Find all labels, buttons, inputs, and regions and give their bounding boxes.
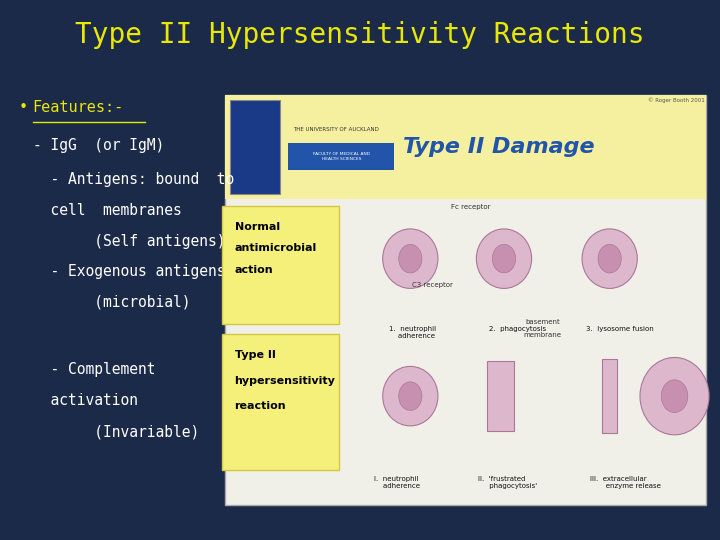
Text: - Exogenous antigens: - Exogenous antigens [32,264,225,279]
Ellipse shape [399,382,422,410]
Text: Type II Damage: Type II Damage [403,137,595,157]
Text: 1.  neutrophil
    adherence: 1. neutrophil adherence [389,326,436,339]
Ellipse shape [383,366,438,426]
Text: (Self antigens): (Self antigens) [32,234,225,249]
Text: © Roger Booth 2001: © Roger Booth 2001 [647,97,704,103]
Text: •: • [19,100,27,116]
FancyBboxPatch shape [222,334,339,470]
Text: basement: basement [525,319,559,325]
Ellipse shape [492,245,516,273]
Text: Normal: Normal [235,221,280,232]
Text: hypersensitivity: hypersensitivity [235,375,336,386]
Text: antimicrobial: antimicrobial [235,243,317,253]
Text: cell  membranes: cell membranes [32,203,181,218]
Text: THE UNIVERSITY OF AUCKLAND: THE UNIVERSITY OF AUCKLAND [292,126,379,132]
FancyBboxPatch shape [225,94,706,505]
Text: 3.  lysosome fusion: 3. lysosome fusion [585,326,654,333]
FancyBboxPatch shape [603,359,617,433]
Text: - IgG  (or IgM): - IgG (or IgM) [32,138,164,153]
Text: activation: activation [32,393,138,408]
FancyBboxPatch shape [222,206,339,323]
Text: I.  neutrophil
    adherence: I. neutrophil adherence [374,476,420,489]
Text: II.  'frustrated
     phagocytosis': II. 'frustrated phagocytosis' [477,476,536,489]
Ellipse shape [598,245,621,273]
Text: Type II: Type II [235,349,276,360]
FancyBboxPatch shape [230,100,280,194]
Ellipse shape [383,229,438,288]
Text: (Invariable): (Invariable) [32,424,199,440]
Text: C3 receptor: C3 receptor [412,282,452,288]
Ellipse shape [640,357,709,435]
FancyBboxPatch shape [225,94,706,199]
Text: 2.  phagocytosis: 2. phagocytosis [489,326,546,333]
Ellipse shape [582,229,637,288]
Ellipse shape [477,229,531,288]
Text: Features:-: Features:- [32,100,124,116]
Ellipse shape [399,245,422,273]
FancyBboxPatch shape [288,143,394,170]
Text: reaction: reaction [235,401,287,411]
Ellipse shape [661,380,688,413]
Text: membrane: membrane [523,332,562,338]
Text: - Antigens: bound  to: - Antigens: bound to [32,172,234,187]
Text: - Complement: - Complement [32,362,156,377]
Text: action: action [235,265,273,275]
Text: III.  extracellular
       enzyme release: III. extracellular enzyme release [590,476,662,489]
Text: (microbial): (microbial) [32,295,190,310]
Text: FACULTY OF MEDICAL AND
HEALTH SCIENCES: FACULTY OF MEDICAL AND HEALTH SCIENCES [313,152,370,161]
Text: Fc receptor: Fc receptor [451,204,490,210]
FancyBboxPatch shape [487,361,513,431]
Text: Type II Hypersensitivity Reactions: Type II Hypersensitivity Reactions [76,21,644,49]
